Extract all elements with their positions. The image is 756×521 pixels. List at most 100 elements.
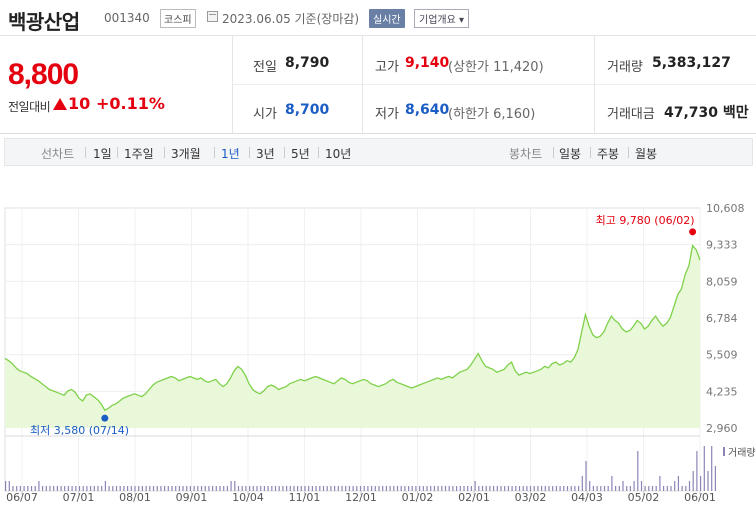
volume-bar [688, 481, 691, 491]
volume-bar [703, 446, 705, 491]
volume-bar [566, 486, 569, 491]
quote-panel: 8,800 전일대비 10 +0.11% 전일 8,790 고가 9,140 (… [0, 36, 756, 134]
period-10y[interactable]: 10년 [325, 147, 352, 161]
volume-bar [459, 486, 461, 491]
open-value: 8,700 [285, 102, 330, 118]
volume-bar [692, 471, 694, 491]
volume-bar [478, 486, 480, 491]
volume-bar [145, 486, 147, 491]
separator [117, 147, 118, 158]
period-bar: 선차트 1일 1주일 3개월 1년 3년 5년 10년 봉차트 일봉 주봉 월봉 [4, 138, 753, 166]
period-1y[interactable]: 1년 [221, 147, 240, 161]
candle-weekly[interactable]: 주봉 [597, 147, 620, 161]
period-5y[interactable]: 5년 [291, 147, 310, 161]
volume-bar [278, 486, 280, 491]
stock-code: 001340 [104, 11, 150, 25]
volume-bar [322, 486, 325, 491]
market-badge: 코스피 [160, 9, 196, 28]
volume-bar [555, 486, 557, 491]
volume-bar [389, 486, 391, 491]
y-tick-label: 10,608 [706, 202, 745, 215]
volume-bar [644, 486, 646, 491]
low-value: 8,640 [405, 102, 450, 118]
volume-bar [42, 486, 44, 491]
volume-bar [223, 486, 225, 491]
separator [164, 147, 165, 158]
volume-bar [640, 481, 643, 491]
volume-bar [289, 486, 291, 491]
y-tick-label: 4,235 [706, 385, 738, 398]
price-area [5, 245, 700, 428]
upper-limit: (상한가 11,420) [448, 60, 544, 75]
volume-bar [127, 486, 129, 491]
candle-monthly[interactable]: 월봉 [635, 147, 658, 161]
volume-bar [241, 486, 243, 491]
volume-bar [123, 486, 125, 491]
volume-bar [282, 486, 284, 491]
volume-bar [78, 486, 81, 491]
volume-bar [714, 466, 716, 491]
candle-chart-label: 봉차트 [509, 147, 543, 161]
volume-bar [367, 486, 369, 491]
period-1d[interactable]: 1일 [93, 147, 112, 161]
period-3m[interactable]: 3개월 [171, 147, 201, 161]
volume-bar [581, 476, 583, 491]
volume-bar [493, 486, 495, 491]
volume-bar [677, 476, 679, 491]
high-value: 9,140 [405, 55, 450, 71]
volume-bar [45, 486, 47, 491]
volume-bar [655, 486, 657, 491]
volume-bar [193, 486, 195, 491]
y-tick-label: 8,059 [706, 275, 738, 288]
volume-bar [171, 486, 173, 491]
company-info-dropdown[interactable]: 기업개요 ▾ [414, 9, 469, 28]
volume-bar [448, 486, 450, 491]
x-tick-label: 12/01 [345, 491, 377, 504]
volume-bar [234, 481, 236, 491]
volume-bar [101, 486, 103, 491]
volume-bar [230, 481, 232, 491]
volume-bar [167, 486, 169, 491]
volume-bar [175, 486, 177, 491]
volume-bar [670, 486, 672, 491]
volume-bar [56, 486, 58, 491]
volume-bar [648, 486, 650, 491]
period-1w[interactable]: 1주일 [124, 147, 154, 161]
volume-bar [274, 486, 277, 491]
volume-bar [430, 486, 432, 491]
volume-bar [422, 486, 424, 491]
volume-bar [563, 486, 565, 491]
volume-bar [204, 486, 206, 491]
volume-bar [541, 486, 543, 491]
volume-bar [481, 486, 484, 491]
realtime-button[interactable]: 실시간 [369, 9, 405, 28]
volume-bar [260, 486, 262, 491]
divider [232, 84, 756, 85]
volume-bar [470, 486, 472, 491]
volume-bar [308, 486, 310, 491]
volume-bar [341, 486, 343, 491]
volume-bar [607, 486, 609, 491]
volume-bar [433, 486, 435, 491]
volume-bar [226, 486, 228, 491]
volume-bar [304, 486, 306, 491]
volume-bar [293, 486, 295, 491]
price-line [4, 244, 701, 412]
volume-bar [267, 486, 269, 491]
volume-bar [315, 486, 317, 491]
volume-bar [515, 486, 517, 491]
volume-bar [249, 486, 251, 491]
volume-bar [208, 486, 210, 491]
volume-bar [633, 481, 635, 491]
period-3y[interactable]: 3년 [256, 147, 275, 161]
volume-bar [659, 476, 661, 491]
volume-bar [552, 486, 554, 491]
volume-bar [452, 486, 454, 491]
candle-daily[interactable]: 일봉 [559, 147, 582, 161]
volume-bar [263, 486, 265, 491]
volume-bar [411, 486, 413, 491]
volume-bar [544, 486, 546, 491]
volume-bar [49, 486, 51, 491]
volume-bar [522, 486, 524, 491]
volume-bar [97, 486, 99, 491]
